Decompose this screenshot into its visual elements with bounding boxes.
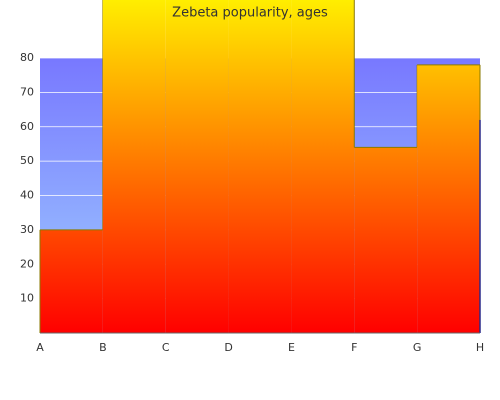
y-tick-label: 80: [20, 51, 34, 64]
y-tick-label: 10: [20, 292, 34, 305]
step-area: [354, 147, 418, 333]
x-tick-label: C: [162, 341, 170, 354]
y-tick-label: 40: [20, 189, 34, 202]
y-tick-label: 20: [20, 257, 34, 270]
step-area: [291, 0, 355, 333]
step-area: [228, 0, 292, 333]
y-tick-label: 60: [20, 120, 34, 133]
y-tick-label: 70: [20, 85, 34, 98]
y-tick-label: 30: [20, 223, 34, 236]
x-tick-label: A: [36, 341, 44, 354]
step-area: [40, 229, 103, 333]
step-area: [417, 64, 480, 333]
step-area: [165, 0, 229, 333]
x-tick-label: B: [99, 341, 107, 354]
x-tick-label: E: [288, 341, 295, 354]
x-tick-label: F: [351, 341, 357, 354]
x-tick-label: H: [476, 341, 484, 354]
step-area: [102, 0, 166, 333]
y-tick-label: 50: [20, 154, 34, 167]
chart-title: Zebeta popularity, ages: [172, 6, 328, 21]
x-tick-label: G: [413, 341, 422, 354]
x-tick-label: D: [224, 341, 232, 354]
